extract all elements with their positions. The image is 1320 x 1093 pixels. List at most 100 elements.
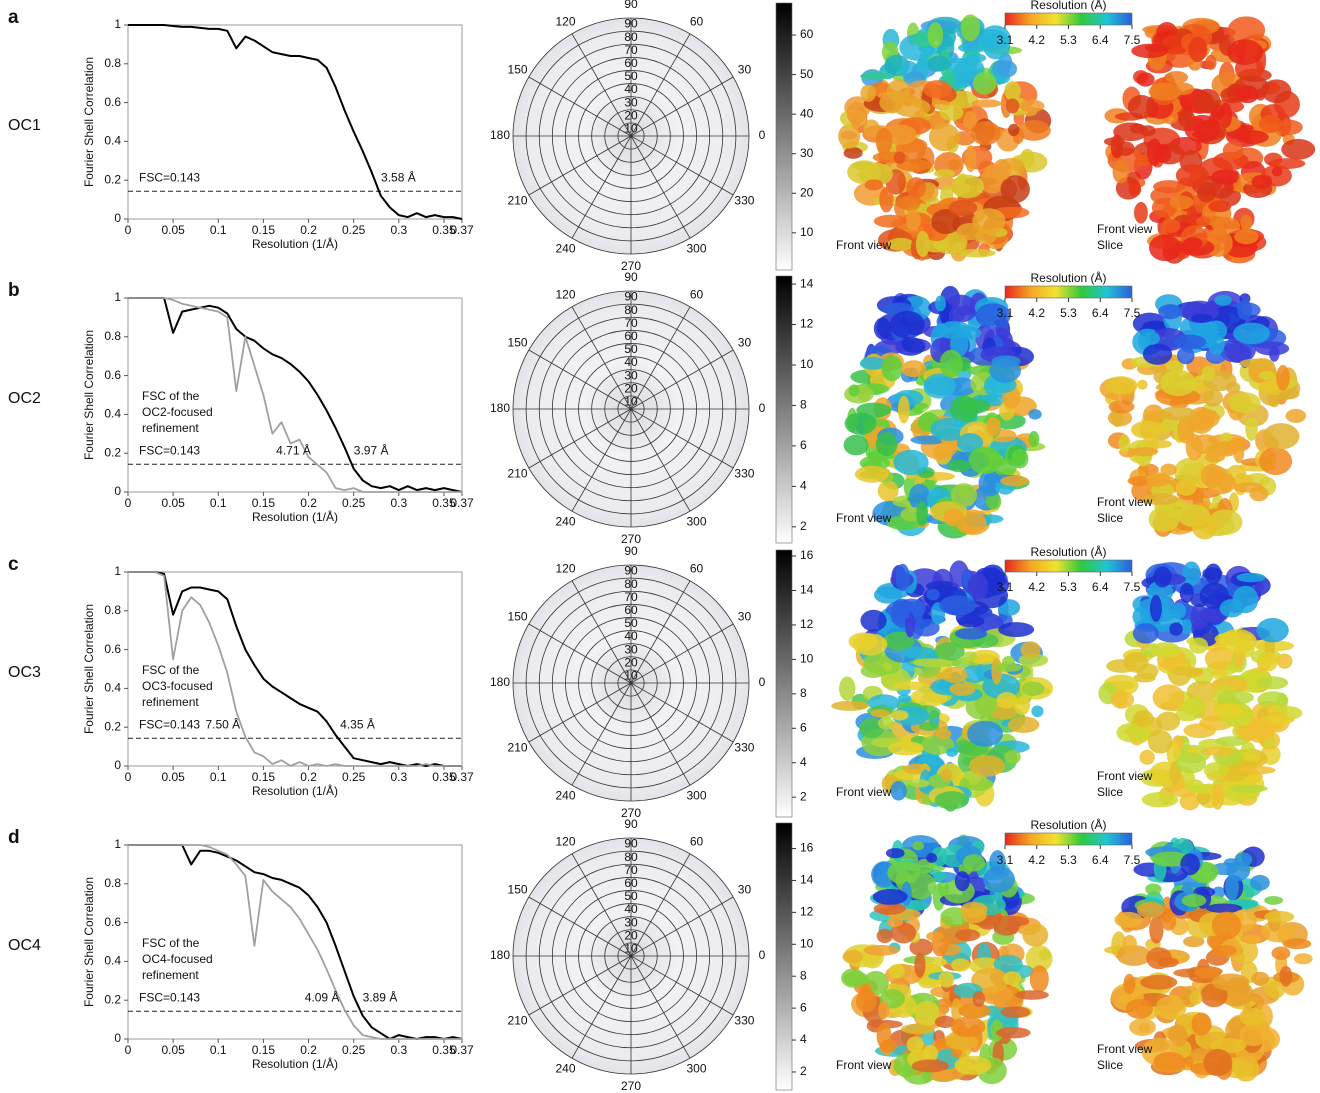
curve-note: OC4-focused — [142, 952, 213, 966]
map-blob — [1144, 331, 1160, 345]
map-blob — [1239, 766, 1276, 775]
map-blob — [1156, 996, 1185, 1015]
map-blob — [1182, 237, 1203, 251]
colorbar — [1004, 285, 1133, 299]
map-blob — [881, 355, 903, 382]
colorbar-title: Resolution (Å) — [1030, 544, 1106, 559]
map-blob — [1148, 82, 1182, 101]
colorbar-tick-label: 8 — [800, 686, 807, 700]
colorbar — [775, 2, 793, 271]
map-blob — [887, 860, 921, 885]
map-blob — [1021, 681, 1045, 696]
map-blob — [1137, 379, 1148, 390]
colorbar-tick-label: 6.4 — [1092, 33, 1109, 47]
map-blob — [1175, 752, 1207, 774]
map-blob — [1112, 160, 1129, 184]
map-blob — [1156, 711, 1181, 731]
map-blob — [934, 642, 965, 661]
map-blob — [1259, 114, 1282, 133]
polar-spoke — [630, 33, 691, 137]
angle-tick-label: 30 — [738, 610, 752, 624]
map-blob — [989, 358, 1022, 383]
map-blob — [1203, 761, 1230, 779]
map-blob — [1203, 1048, 1233, 1077]
y-tick-label: 0 — [114, 1031, 121, 1045]
map-blob — [964, 145, 977, 173]
map-blob — [1028, 430, 1040, 448]
map-blob — [876, 1022, 892, 1050]
map-blob — [914, 952, 926, 978]
map-blob — [1236, 572, 1266, 583]
map-blob — [893, 449, 929, 476]
angle-tick-label: 300 — [686, 515, 706, 529]
map-blob — [854, 465, 890, 483]
angle-tick-label: 210 — [508, 1014, 528, 1028]
map-blob — [1210, 783, 1225, 810]
map-blob — [887, 237, 915, 251]
map-blob — [886, 79, 911, 103]
map-blob — [912, 841, 924, 851]
map-blob — [1244, 717, 1276, 743]
map-blob — [896, 159, 933, 172]
density-maps — [831, 14, 1316, 1085]
map-blob — [844, 384, 874, 404]
colorbar-tick-label: 3.1 — [997, 580, 1014, 594]
angle-tick-label: 0 — [759, 675, 766, 689]
y-axis-label: Fourier Shell Correlation — [82, 57, 96, 187]
x-tick-label: 0 — [125, 496, 132, 510]
map-blob — [1226, 39, 1263, 66]
y-tick-label: 0.2 — [104, 719, 121, 733]
map-blob — [955, 305, 974, 316]
map-blob — [1191, 1012, 1212, 1036]
map-blob — [1249, 874, 1270, 891]
map-blob — [996, 692, 1018, 709]
colorbar-title: Resolution (Å) — [1030, 817, 1106, 832]
angle-tick-label: 330 — [734, 1014, 754, 1028]
colorbar-tick-label: 6 — [800, 438, 807, 452]
colorbar-tick-label: 7.5 — [1124, 33, 1141, 47]
angle-tick-label: 240 — [555, 515, 575, 529]
map-blob — [1183, 936, 1205, 948]
map-blob — [1188, 36, 1208, 63]
angle-tick-label: 120 — [555, 562, 575, 576]
map-blob — [878, 1000, 890, 1020]
map-blob — [1294, 953, 1313, 965]
angle-tick-label: 270 — [621, 532, 641, 546]
map-blob — [1139, 749, 1155, 765]
charts: a OC1 Front view Front view Slice b OC2 Front v… — [8, 0, 1153, 1093]
map-blob — [1237, 299, 1253, 320]
map-blob — [1189, 991, 1203, 1005]
map-blob — [1152, 684, 1185, 711]
colorbar-tick-label: 2 — [800, 789, 807, 803]
map-blob — [1203, 389, 1224, 407]
map-blob — [1106, 659, 1137, 673]
map-blob — [1003, 971, 1022, 986]
curve-note: FSC of the — [142, 663, 200, 677]
map-blob — [958, 1002, 991, 1019]
map-blob — [900, 360, 927, 378]
map-blob — [884, 124, 917, 145]
y-tick-label: 0.6 — [104, 368, 121, 382]
map-blob — [1004, 81, 1021, 101]
map-blob — [1114, 911, 1143, 928]
y-tick-label: 1 — [114, 17, 121, 31]
x-axis-label: Resolution (1/Å) — [252, 783, 338, 798]
colorbar-tick-label: 5.3 — [1060, 853, 1077, 867]
map-blob — [950, 174, 985, 199]
map-blob — [947, 459, 972, 473]
map-blob — [1222, 141, 1244, 161]
map-blob — [1211, 911, 1242, 940]
colorbar-tick-label: 4 — [800, 755, 807, 769]
y-tick-label: 0.6 — [104, 642, 121, 656]
map-blob — [1016, 120, 1051, 141]
map-blob — [1141, 792, 1179, 808]
x-tick-label: 0.15 — [252, 496, 276, 510]
map-blob — [847, 160, 882, 185]
map-blob — [932, 883, 946, 911]
map-blob — [864, 179, 884, 191]
map-blob — [1000, 1006, 1031, 1018]
map-blob — [831, 700, 870, 711]
y-axis-label: Fourier Shell Correlation — [82, 604, 96, 734]
map-blob — [1196, 216, 1211, 227]
y-tick-label: 0 — [114, 484, 121, 498]
